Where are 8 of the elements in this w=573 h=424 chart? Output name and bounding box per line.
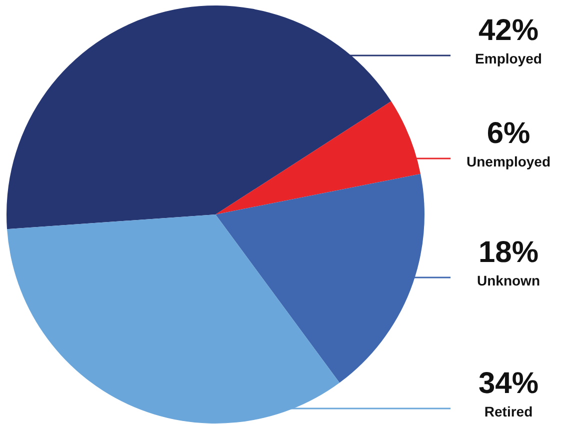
data-label: 6% (486, 117, 530, 150)
data-label: 42% (478, 14, 539, 47)
slice-label: Unemployed (466, 154, 551, 170)
slice-label: Unknown (477, 272, 540, 288)
slice-label: Employed (475, 50, 542, 66)
data-label: 18% (478, 236, 539, 269)
slice-label: Retired (484, 404, 533, 420)
data-label: 34% (478, 367, 539, 400)
